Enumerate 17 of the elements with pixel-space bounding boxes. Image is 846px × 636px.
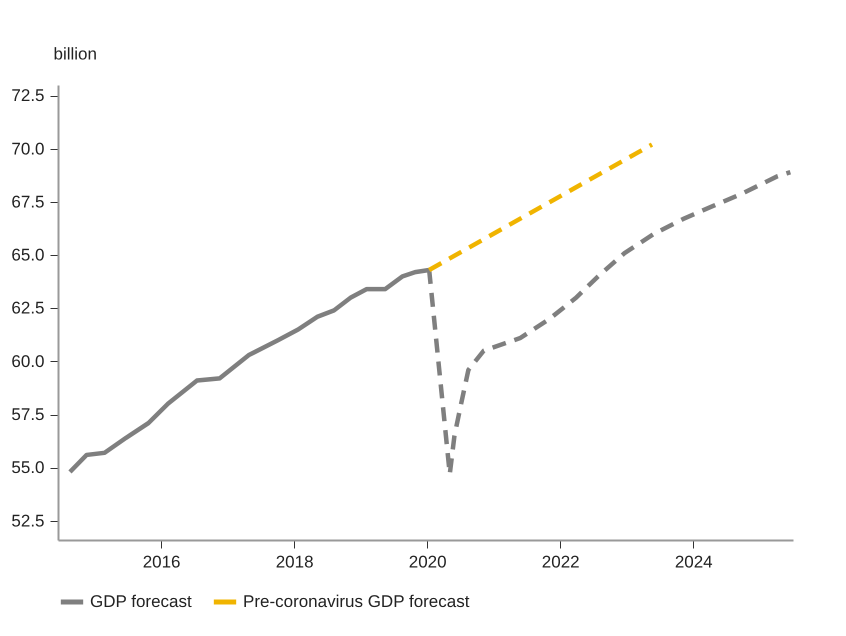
legend-label: Pre-coronavirus GDP forecast — [243, 592, 470, 611]
y-tick-label: 62.5 — [11, 298, 44, 318]
y-tick-label: 67.5 — [11, 192, 44, 212]
y-tick-label: 70.0 — [11, 139, 44, 158]
x-tick-label: 2024 — [674, 552, 713, 572]
x-tick-label: 2016 — [142, 552, 181, 572]
y-tick-label: 72.5 — [11, 86, 44, 106]
x-tick-label: 2020 — [408, 552, 447, 572]
y-tick-label: 55.0 — [11, 458, 44, 478]
legend-label: GDP forecast — [90, 592, 192, 611]
x-tick-label: 2018 — [276, 552, 314, 572]
y-tick-label: 52.5 — [11, 511, 44, 530]
y-axis-title: billion — [54, 44, 97, 64]
y-tick-label: 65.0 — [11, 246, 44, 265]
y-tick-label: 60.0 — [11, 352, 44, 371]
y-tick-label: 57.5 — [11, 405, 44, 424]
x-tick-label: 2022 — [542, 552, 580, 572]
